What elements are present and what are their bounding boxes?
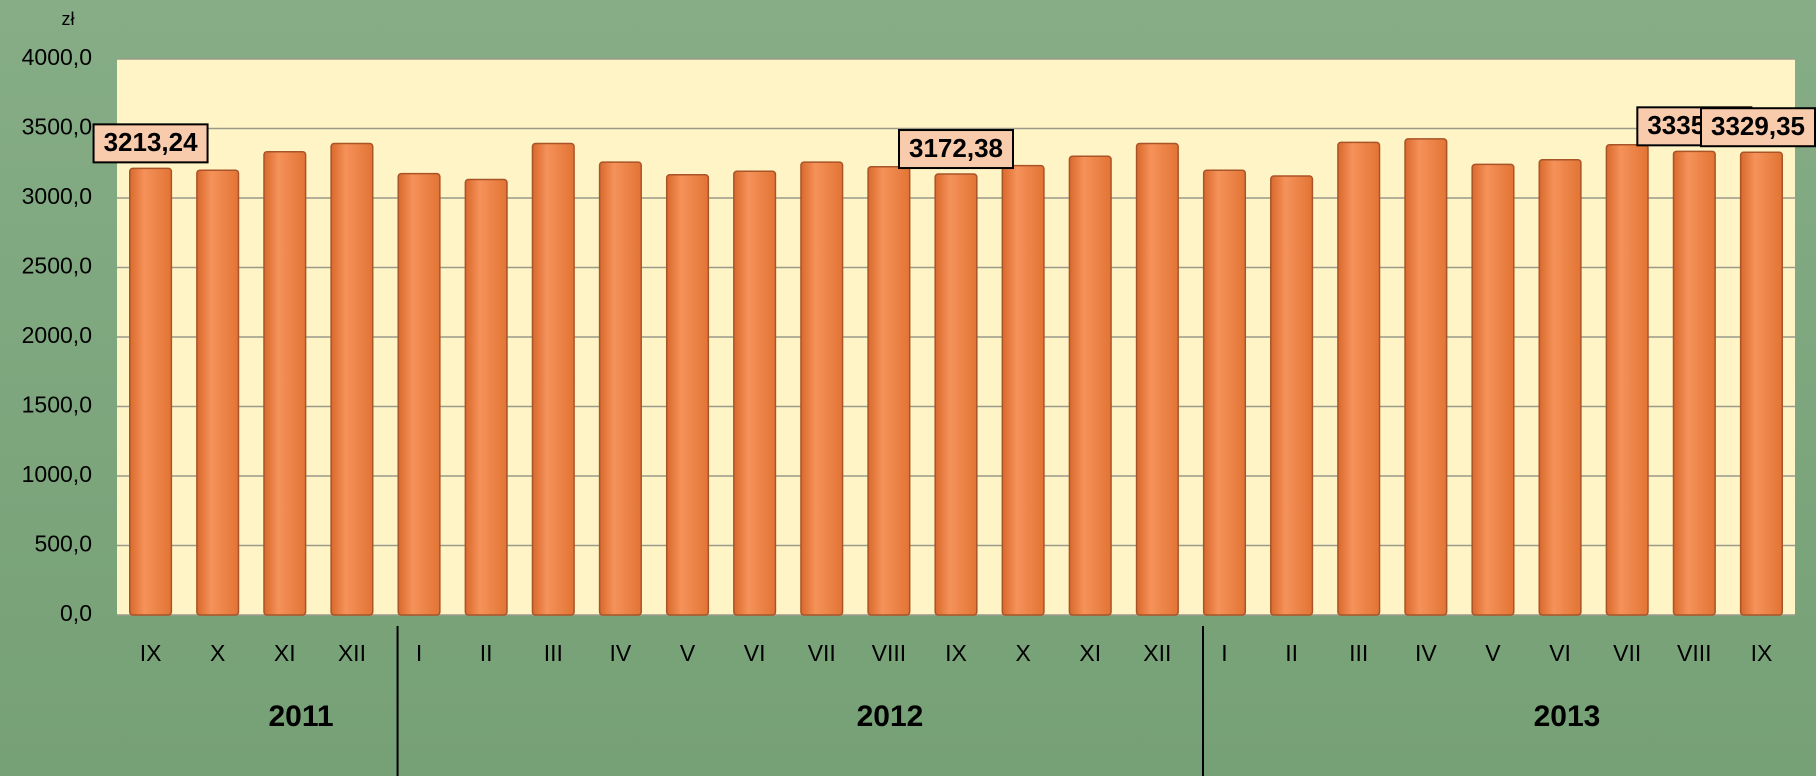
- x-tick-label: III: [1349, 640, 1368, 666]
- bar: [800, 161, 844, 616]
- x-tick-label: XII: [1143, 640, 1171, 666]
- data-label: 3329,35: [1711, 111, 1805, 141]
- y-tick-label: 2500,0: [22, 253, 92, 279]
- bar: [1337, 141, 1381, 616]
- bar: [196, 169, 240, 616]
- x-tick-label: IX: [140, 640, 162, 666]
- y-tick-label: 4000,0: [22, 44, 92, 70]
- bar: [1605, 144, 1649, 616]
- bar: [129, 167, 173, 616]
- year-label: 2012: [857, 700, 924, 733]
- x-tick-label: IV: [610, 640, 632, 666]
- y-tick-label: 1000,0: [22, 461, 92, 487]
- bar: [598, 161, 642, 616]
- x-tick-label: I: [416, 640, 422, 666]
- x-tick-label: X: [210, 640, 225, 666]
- bar: [397, 172, 441, 616]
- x-tick-label: VI: [744, 640, 766, 666]
- bar: [1001, 164, 1045, 616]
- x-tick-label: I: [1221, 640, 1227, 666]
- x-tick-label: XI: [274, 640, 296, 666]
- data-label: 3172,38: [909, 133, 1003, 163]
- y-tick-label: 1500,0: [22, 392, 92, 418]
- x-tick-label: VIII: [872, 640, 907, 666]
- year-label: 2013: [1534, 700, 1601, 733]
- bar: [867, 165, 911, 616]
- unit-label: zł: [62, 9, 75, 29]
- x-tick-label: III: [544, 640, 563, 666]
- x-tick-label: II: [480, 640, 493, 666]
- bar: [665, 174, 710, 616]
- x-tick-label: V: [680, 640, 696, 666]
- bar: [934, 173, 978, 616]
- bar: [1739, 151, 1783, 616]
- x-tick-label: XII: [338, 640, 366, 666]
- data-label-box: [898, 129, 1014, 170]
- bar: [464, 178, 508, 616]
- bar: [1471, 163, 1515, 616]
- data-label-box: [1700, 107, 1816, 148]
- x-tick-label: II: [1285, 640, 1298, 666]
- y-tick-label: 0,0: [60, 600, 92, 626]
- bar: [1135, 142, 1179, 616]
- x-tick-label: VII: [808, 640, 836, 666]
- bar: [1202, 169, 1247, 616]
- x-tick-label: VII: [1613, 640, 1641, 666]
- bar: [733, 170, 777, 616]
- x-tick-label: IX: [945, 640, 967, 666]
- x-tick-label: X: [1015, 640, 1030, 666]
- x-tick-label: IX: [1751, 640, 1773, 666]
- bar: [1538, 159, 1582, 616]
- bar: [1270, 175, 1314, 616]
- bar: [1068, 155, 1112, 616]
- x-tick-label: IV: [1415, 640, 1437, 666]
- year-label: 2011: [268, 700, 333, 733]
- y-tick-label: 3000,0: [22, 183, 92, 209]
- bar: [263, 150, 307, 616]
- bar: [531, 142, 575, 616]
- x-tick-label: V: [1485, 640, 1501, 666]
- y-tick-label: 500,0: [34, 531, 92, 557]
- bar: [1672, 150, 1716, 616]
- y-tick-label: 3500,0: [22, 114, 92, 140]
- x-tick-label: XI: [1079, 640, 1101, 666]
- bar: [330, 142, 374, 616]
- bar: [1404, 138, 1448, 616]
- x-tick-label: VIII: [1677, 640, 1712, 666]
- data-label: 3213,24: [104, 127, 199, 157]
- data-label-box: [92, 123, 209, 164]
- y-tick-label: 2000,0: [22, 322, 92, 348]
- x-tick-label: VI: [1549, 640, 1571, 666]
